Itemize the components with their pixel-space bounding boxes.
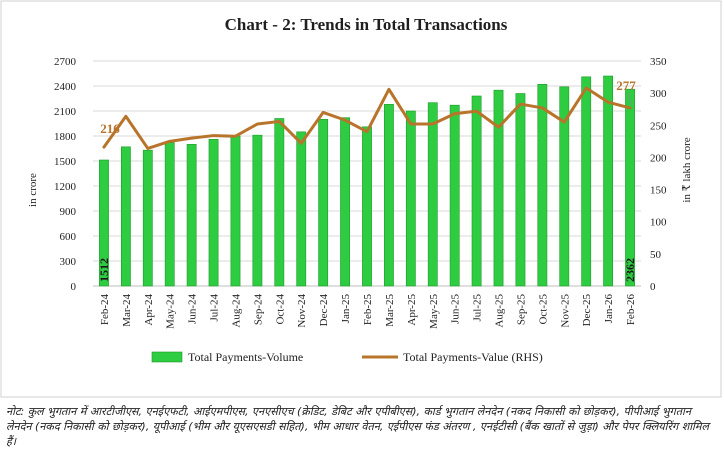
- legend-value-text: Total Payments-Value (RHS): [403, 350, 543, 364]
- volume-bar: [515, 93, 526, 287]
- right-tick-label: 300: [650, 88, 667, 100]
- volume-bar: [142, 149, 153, 287]
- volume-bar: [603, 75, 614, 287]
- legend-volume-text: Total Payments-Volume: [188, 350, 303, 364]
- line-data-label: 277: [616, 78, 636, 93]
- x-tick-label: Apr-25: [406, 294, 418, 326]
- gridlines: [93, 60, 641, 287]
- x-tick-label: Feb-24: [99, 294, 111, 326]
- x-tick-label: Mar-24: [121, 294, 133, 327]
- right-tick-label: 150: [650, 185, 667, 197]
- volume-bar: [559, 86, 570, 287]
- x-tick-label: Sep-25: [515, 294, 527, 326]
- chart-title: Chart - 2: Trends in Total Transactions: [225, 15, 508, 34]
- right-axis-label: in ₹ lakh crore: [681, 137, 693, 202]
- volume-bar: [581, 76, 592, 287]
- legend: Total Payments-Volume Total Payments-Val…: [151, 350, 543, 364]
- volume-bar: [186, 144, 197, 287]
- bar-data-label: 2362: [623, 258, 637, 282]
- left-tick-label: 1500: [54, 156, 77, 168]
- left-tick-label: 600: [60, 231, 77, 243]
- right-tick-label: 100: [650, 217, 667, 229]
- volume-bar: [405, 110, 416, 287]
- x-tick-label: Jan-25: [340, 294, 352, 324]
- x-tick-label: Dec-25: [581, 294, 593, 327]
- left-tick-label: 1800: [54, 131, 77, 143]
- left-tick-label: 900: [60, 206, 77, 218]
- left-tick-label: 0: [71, 281, 77, 293]
- line-data-label: 216: [100, 121, 120, 136]
- left-tick-label: 2700: [54, 56, 77, 68]
- volume-bar: [625, 88, 635, 287]
- volume-bar: [471, 95, 482, 287]
- x-tick-label: Feb-26: [625, 294, 637, 326]
- x-tick-label: May-24: [165, 294, 177, 329]
- x-tick-label: May-25: [428, 294, 440, 329]
- volume-bar: [208, 139, 219, 287]
- volume-bar: [449, 104, 460, 287]
- x-tick-label: Aug-25: [494, 294, 506, 328]
- volume-bar: [537, 84, 548, 287]
- x-tick-label: Dec-24: [318, 294, 330, 327]
- data-label-leader: [627, 92, 632, 106]
- x-tick-label: Nov-24: [296, 294, 308, 328]
- volume-bar: [274, 118, 285, 287]
- volume-bar: [318, 119, 329, 287]
- legend-volume-swatch: [151, 351, 183, 363]
- right-tick-label: 0: [650, 281, 656, 293]
- value-line: [102, 86, 632, 150]
- x-tick-label: Jan-26: [603, 294, 615, 324]
- volume-bar: [384, 104, 394, 287]
- volume-bar: [296, 131, 307, 287]
- right-tick-label: 350: [650, 56, 667, 68]
- x-tick-label: Jun-25: [450, 294, 462, 324]
- right-tick-label: 50: [650, 249, 662, 261]
- left-tick-label: 300: [60, 256, 77, 268]
- x-tick-label: Apr-24: [143, 294, 155, 326]
- left-tick-label: 1200: [54, 181, 77, 193]
- volume-bar: [164, 142, 175, 287]
- x-tick-label: Nov-25: [559, 294, 571, 328]
- right-tick-label: 200: [650, 152, 667, 164]
- left-tick-label: 2400: [54, 81, 77, 93]
- volume-bar: [252, 134, 263, 287]
- x-tick-label: Aug-24: [230, 294, 242, 328]
- value-line-path: [102, 86, 632, 150]
- right-axis-ticks: 0 50 100 150 200 250 300 350: [650, 56, 667, 293]
- footnote: नोट: कुल भुगतान में आरटीजीएस, एनईएफटी, आ…: [6, 405, 709, 448]
- data-labels: 1512 2362 216 277: [97, 78, 637, 282]
- x-tick-label: Jun-24: [187, 294, 199, 324]
- volume-bar: [120, 146, 131, 287]
- x-tick-label: Jul-24: [209, 294, 221, 322]
- x-tick-label: Oct-25: [537, 294, 549, 325]
- x-tick-label: Oct-24: [274, 294, 286, 325]
- x-tick-label: Feb-25: [362, 294, 374, 326]
- left-axis-ticks: 0 300 600 900 1200 1500 1800 2100 2400 2700: [54, 56, 77, 293]
- x-axis-ticks: Feb-24 Mar-24 Apr-24 May-24 Jun-24 Jul-24 Aug-…: [99, 294, 637, 329]
- volume-bar: [427, 102, 438, 287]
- volume-bar: [99, 159, 109, 287]
- x-tick-label: Sep-24: [252, 294, 264, 326]
- bar-data-label: 1512: [97, 258, 111, 282]
- left-axis-label: in crore: [27, 173, 39, 207]
- x-tick-label: Mar-25: [384, 294, 396, 327]
- trends-chart: Chart - 2: Trends in Total Transactions …: [0, 0, 722, 398]
- x-tick-label: Jul-25: [472, 294, 484, 322]
- volume-bar: [340, 117, 350, 287]
- volume-bar: [362, 126, 372, 287]
- volume-bar: [230, 135, 241, 287]
- volume-bar: [493, 89, 504, 287]
- right-tick-label: 250: [650, 120, 667, 132]
- volume-bars: [99, 75, 635, 287]
- left-tick-label: 2100: [54, 106, 77, 118]
